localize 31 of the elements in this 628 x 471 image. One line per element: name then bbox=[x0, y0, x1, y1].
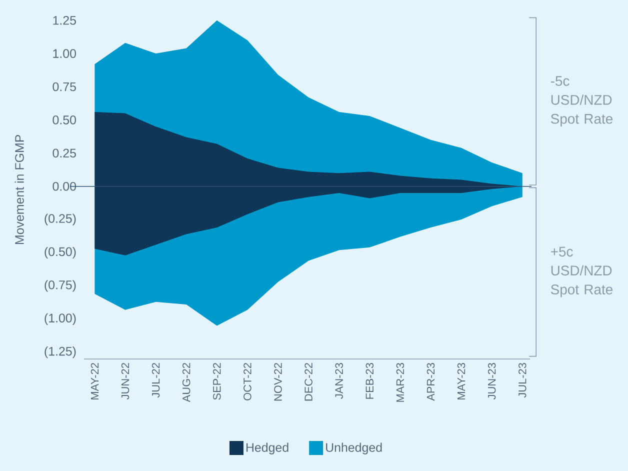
x-tick-label: SEP-22 bbox=[213, 363, 221, 400]
x-tick-label: FEB-23 bbox=[366, 362, 374, 399]
y-tick-label: 1.25 bbox=[53, 16, 76, 25]
x-tick-label: MAR-23 bbox=[396, 362, 404, 402]
x-tick-label: NOV-22 bbox=[274, 363, 282, 401]
x-tick-label: JAN-23 bbox=[335, 362, 343, 399]
x-tick-label: JUN-23 bbox=[488, 362, 496, 400]
x-tick-label: JUL-23 bbox=[518, 362, 526, 398]
legend-label: Hedged bbox=[246, 442, 288, 454]
y-tick-label: 0.75 bbox=[52, 82, 76, 92]
x-tick-label: MAY-23 bbox=[457, 362, 466, 400]
y-tick-label: 0.00 bbox=[52, 182, 76, 191]
text: +5c USD/NZD Spot Rate bbox=[550, 246, 613, 298]
y-tick-label: (1.25) bbox=[44, 346, 76, 358]
x-tick-label: DEC-22 bbox=[304, 363, 312, 401]
x-tick-label: AUG-22 bbox=[182, 363, 190, 402]
x-tick-label: MAY-22 bbox=[90, 363, 99, 400]
x-tick-label: JUL-22 bbox=[152, 363, 160, 398]
y-tick-label: 1.00 bbox=[53, 49, 76, 58]
legend-label: Unhedged bbox=[326, 442, 382, 454]
y-tick-label: 0.25 bbox=[52, 148, 76, 158]
y-tick-label: (0.25) bbox=[44, 214, 76, 226]
y-tick-label: (0.50) bbox=[44, 246, 76, 259]
text: -5c USD/NZD Spot Rate bbox=[550, 76, 613, 127]
y-tick-label: (0.75) bbox=[44, 280, 76, 292]
y-tick-label: (1.00) bbox=[44, 313, 76, 325]
x-tick-label: APR-23 bbox=[426, 362, 435, 401]
x-tick-label: OCT-22 bbox=[244, 363, 252, 400]
y-axis-title: Movement in FGMP bbox=[14, 134, 24, 244]
x-tick-label: JUN-22 bbox=[121, 363, 130, 400]
y-tick-label: 0.50 bbox=[52, 116, 76, 124]
